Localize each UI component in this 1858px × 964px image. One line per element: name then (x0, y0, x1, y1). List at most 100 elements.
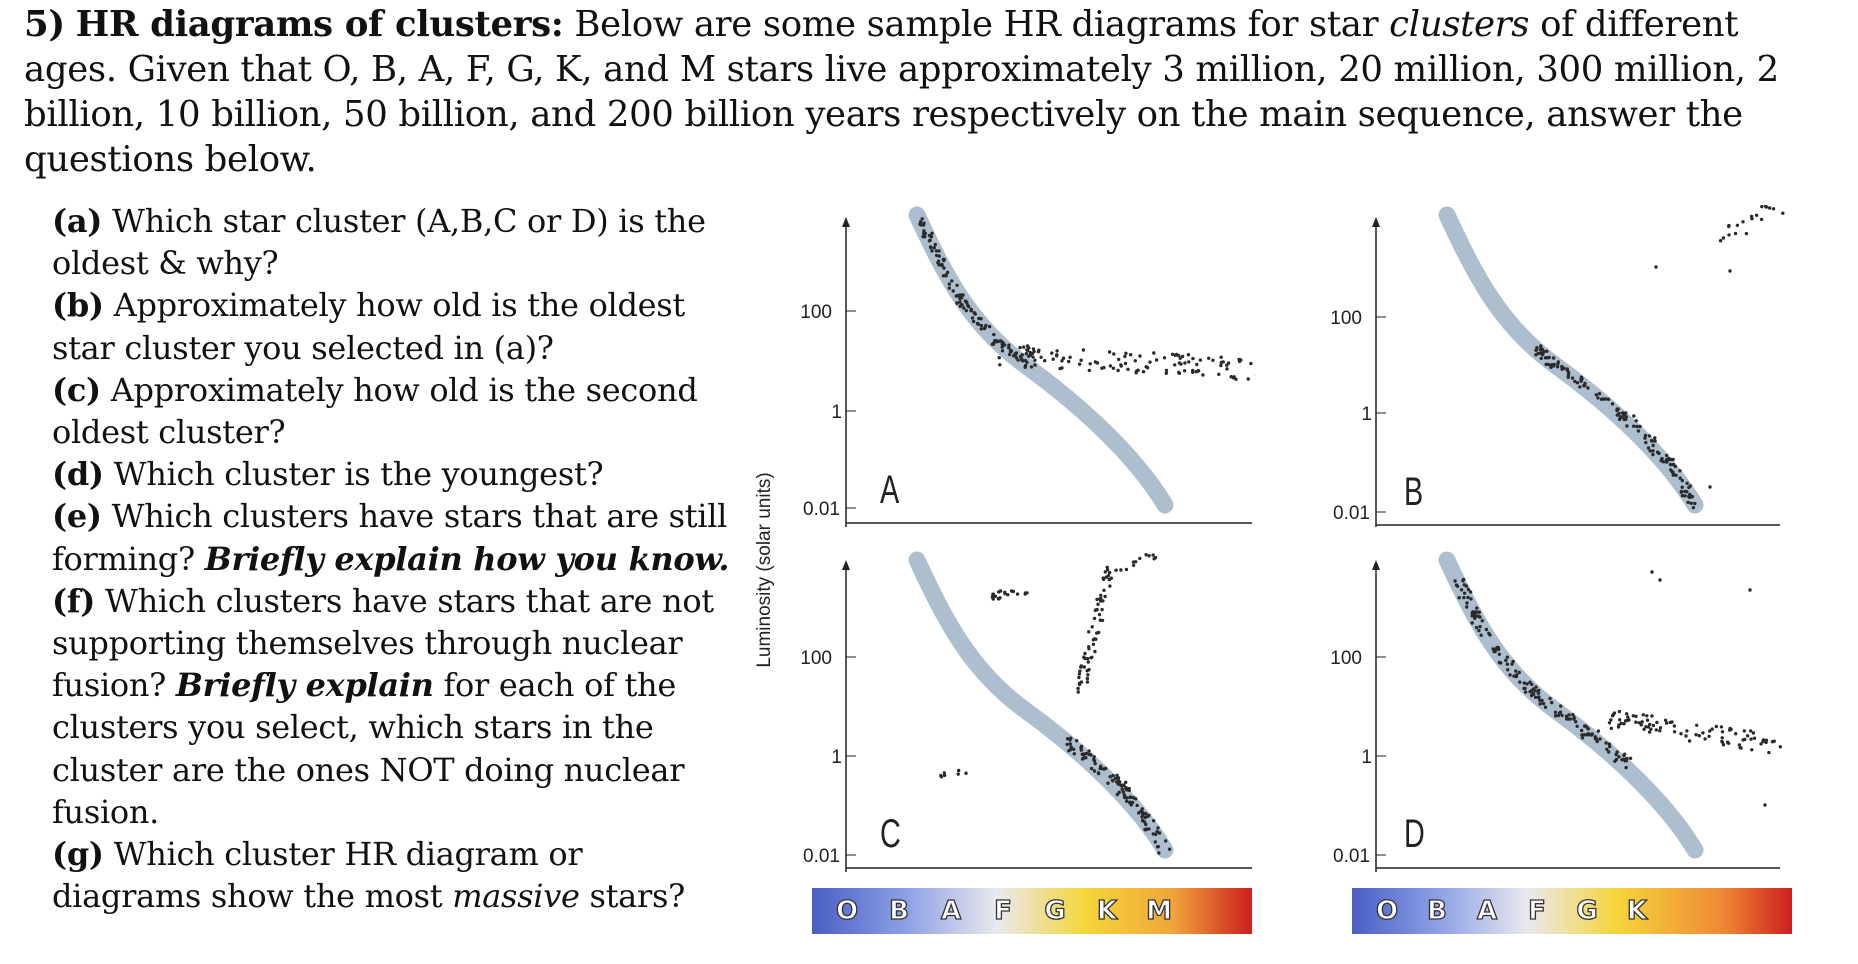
star-point (1120, 787, 1124, 791)
star-point (1493, 649, 1497, 654)
star-point (1025, 348, 1029, 352)
star-point (1000, 349, 1005, 353)
star-point (1091, 638, 1096, 642)
star-point (1226, 361, 1231, 365)
star-point (1764, 205, 1769, 209)
star-point (1155, 845, 1160, 849)
star-point (1187, 360, 1191, 364)
star-point (928, 238, 932, 242)
star-point (1767, 206, 1772, 210)
star-point (1186, 353, 1191, 357)
star-point (1124, 567, 1129, 572)
star-point (1571, 713, 1575, 717)
star-point (1725, 740, 1730, 744)
star-point (1475, 606, 1479, 610)
star-point (1138, 556, 1142, 561)
star-point (1459, 588, 1464, 592)
star-point (1089, 753, 1093, 757)
star-point (1624, 417, 1628, 421)
star-point (1672, 730, 1677, 734)
star-point (1750, 217, 1754, 221)
question-label: (f) (52, 581, 96, 620)
question-list: (a) Which star cluster (A,B,C or D) is t… (52, 200, 732, 917)
star-point (1014, 356, 1019, 360)
star-point (1669, 468, 1673, 472)
star-point (1101, 576, 1105, 580)
star-point (1514, 669, 1518, 673)
star-point (1477, 628, 1481, 633)
star-point (1579, 375, 1584, 379)
tick-001: 0.01 (1333, 503, 1386, 524)
star-point (1154, 358, 1159, 362)
star-point (1068, 742, 1072, 746)
star-point (1087, 630, 1091, 634)
star-point (1177, 370, 1181, 375)
star-point (1079, 358, 1083, 362)
spectral-letter-g: G (1044, 895, 1067, 926)
star-point (1610, 402, 1615, 406)
star-point (1152, 351, 1156, 355)
star-point (1085, 656, 1090, 661)
star-point (1176, 353, 1181, 358)
question-text: Which clusters have stars that are not s… (52, 581, 714, 705)
star-point (1733, 231, 1738, 236)
star-point (1462, 591, 1467, 595)
star-point (1103, 594, 1107, 599)
star-point (927, 233, 932, 238)
star-point (1465, 605, 1469, 609)
star-point (1646, 725, 1650, 729)
star-point (1752, 736, 1757, 740)
star-point (1539, 351, 1543, 355)
tick-100: 100 (1330, 308, 1386, 329)
star-point (1167, 847, 1172, 851)
star-point (1196, 369, 1201, 373)
star-point (1744, 231, 1749, 236)
star-point (934, 253, 939, 258)
star-point (1249, 361, 1253, 366)
star-point (944, 274, 948, 278)
star-point (1085, 676, 1090, 681)
star-point (1594, 393, 1598, 397)
star-point (1068, 738, 1072, 742)
star-point (1111, 773, 1115, 778)
star-point (1760, 205, 1764, 209)
star-point (1691, 506, 1696, 510)
star-point (1718, 239, 1723, 243)
star-point (1124, 786, 1128, 790)
star-point (1453, 579, 1457, 583)
star-point (1570, 376, 1575, 380)
star-point (1099, 599, 1103, 603)
tick-label-001: 0.01 (1333, 503, 1370, 524)
star-point (1627, 718, 1631, 722)
star-point (1550, 700, 1554, 705)
tick-label-100: 100 (1330, 648, 1362, 669)
star-point (1099, 596, 1103, 601)
star-point (1636, 429, 1641, 433)
star-point (1480, 619, 1484, 623)
star-point (1201, 373, 1205, 377)
star-point (1107, 571, 1112, 575)
star-point (970, 316, 975, 320)
star-point (1115, 792, 1120, 797)
star-point (1106, 781, 1110, 785)
star-point (1079, 680, 1084, 684)
y-axis-label: Luminosity (solar units) (754, 472, 775, 667)
tick-100: 100 (800, 648, 856, 669)
star-point (984, 323, 988, 328)
star-point (1117, 782, 1121, 786)
star-point (1635, 424, 1639, 429)
star-point (1020, 358, 1024, 362)
star-point (1491, 647, 1495, 651)
star-point (1142, 820, 1147, 824)
star-point (920, 217, 924, 221)
star-point (1617, 417, 1622, 422)
star-point (1000, 345, 1004, 349)
star-point (1090, 655, 1094, 659)
spectral-letter-a: A (940, 895, 962, 926)
star-point (1617, 755, 1621, 759)
star-point (1728, 726, 1732, 731)
star-points (939, 553, 1172, 855)
heading-italic: clusters (1389, 4, 1530, 45)
